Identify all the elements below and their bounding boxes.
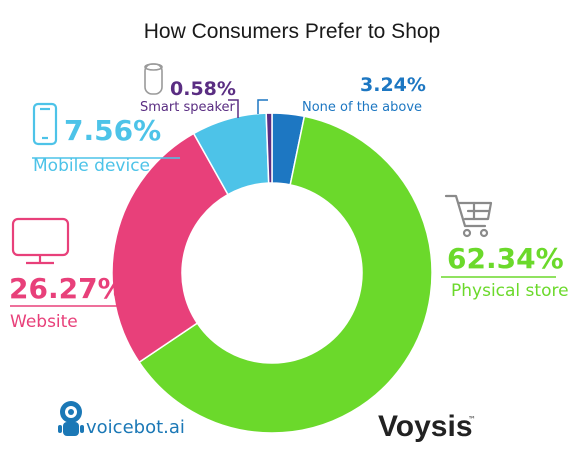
voicebot-logo-text: voicebot.ai [86,417,185,438]
value-label-smart-speaker: 0.58% [170,78,236,100]
value-label-physical: 62.34% [447,242,564,275]
leader-line-website [10,300,141,307]
voysis-trademark: ™ [468,415,476,424]
category-label-website: Website [10,312,78,332]
category-label-mobile: Mobile device [33,156,150,176]
value-label-none: 3.24% [360,74,426,96]
leader-line-none [257,99,268,114]
leader-lines [10,99,556,307]
voicebot-mascot-icon [58,401,84,436]
smart-speaker-icon [144,63,163,95]
category-label-physical: Physical store [451,281,569,301]
shopping-cart-icon [444,194,493,238]
leader-line-smart-speaker [228,99,239,118]
smartphone-icon [32,102,58,146]
value-label-website: 26.27% [9,272,126,305]
category-label-none: None of the above [302,100,422,115]
category-label-smart-speaker: Smart speaker [140,100,236,115]
donut-hole [182,183,362,363]
monitor-icon [11,217,70,265]
voysis-logo: Voysis [378,410,473,443]
chart-title: How Consumers Prefer to Shop [144,20,440,43]
value-label-mobile: 7.56% [64,114,161,147]
